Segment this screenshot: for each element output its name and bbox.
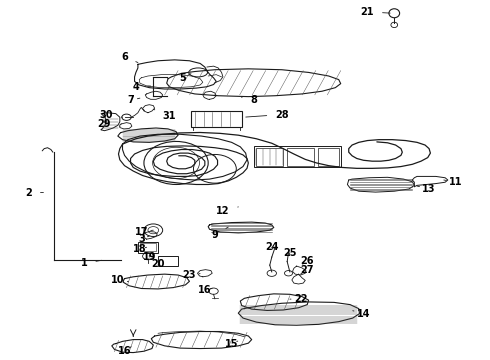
Text: 9: 9 [212,227,228,240]
Text: 25: 25 [283,248,296,258]
Text: 14: 14 [353,309,370,319]
Text: 21: 21 [361,7,390,17]
Text: 27: 27 [300,265,314,275]
Bar [287,148,314,166]
Text: 8: 8 [242,95,257,105]
Text: 4: 4 [132,82,150,92]
Text: 20: 20 [151,259,165,269]
Text: 30: 30 [99,110,122,120]
Text: 31: 31 [153,109,176,121]
Bar [138,242,158,253]
Text: 24: 24 [265,242,278,252]
Bar [254,146,341,167]
Bar [140,243,156,251]
Text: 15: 15 [225,339,238,348]
Text: 26: 26 [300,256,314,266]
Text: 5: 5 [179,73,191,83]
Text: 6: 6 [121,52,138,63]
Text: 2: 2 [25,188,44,198]
Text: 12: 12 [216,206,238,216]
Bar [158,256,178,266]
Bar [192,111,242,127]
Bar [318,148,340,166]
Text: 28: 28 [246,109,289,120]
Text: 22: 22 [290,294,307,304]
Text: 11: 11 [444,177,463,187]
Text: 3: 3 [138,234,149,244]
Text: 16: 16 [198,285,212,295]
Text: 29: 29 [98,118,120,129]
Text: 18: 18 [133,244,147,255]
Text: 23: 23 [183,270,200,280]
Text: 1: 1 [81,258,102,268]
Text: 7: 7 [128,95,140,105]
Text: 10: 10 [111,275,128,284]
Bar [256,148,283,166]
Text: 17: 17 [134,226,153,237]
Text: 13: 13 [417,184,436,194]
Text: 19: 19 [143,252,156,262]
Text: 16: 16 [118,346,131,356]
